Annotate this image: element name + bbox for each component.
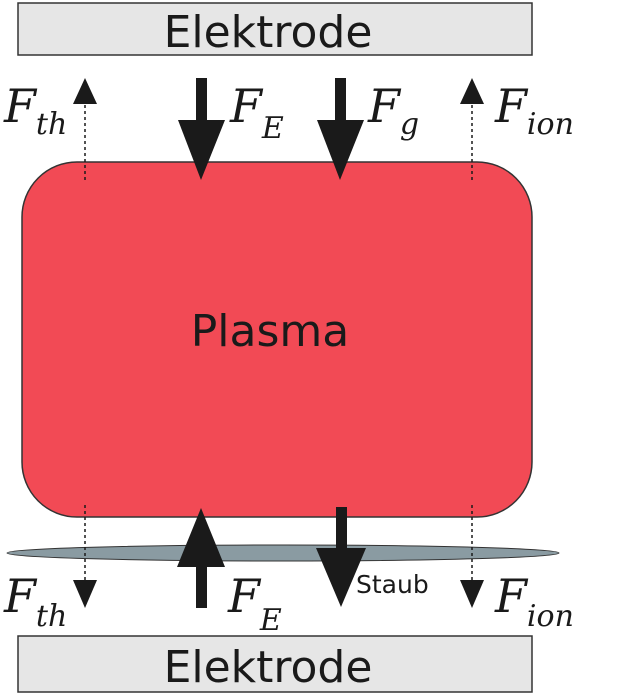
dust-label: Staub bbox=[356, 570, 429, 599]
bottom-electrode-label: Elektrode bbox=[164, 642, 373, 693]
top-electrode-label: Elektrode bbox=[164, 7, 373, 58]
plasma-label: Plasma bbox=[191, 306, 349, 357]
electric-force-bottom-label: FE bbox=[227, 569, 282, 638]
thermophoretic-force-top-arrow bbox=[73, 78, 97, 180]
ion-force-bottom-label: Fion bbox=[494, 569, 574, 634]
electric-force-bottom-arrow bbox=[177, 508, 225, 608]
gravity-force-arrow bbox=[317, 78, 364, 180]
electric-force-top-arrow bbox=[178, 78, 225, 180]
dust-layer bbox=[6, 544, 560, 562]
ion-force-top-label: Fion bbox=[494, 79, 574, 142]
electric-force-top-label: FE bbox=[229, 79, 284, 146]
gravity-force-label: Fg bbox=[367, 79, 419, 142]
thermophoretic-force-bottom-arrow bbox=[73, 505, 97, 608]
thermophoretic-force-top-label: Fth bbox=[3, 79, 67, 142]
bottom-electrode: Elektrode bbox=[17, 635, 533, 693]
plasma-region: Plasma bbox=[21, 161, 533, 518]
dust-gravity-arrow bbox=[316, 507, 366, 607]
top-electrode: Elektrode bbox=[17, 2, 533, 58]
ion-force-top-arrow bbox=[460, 78, 484, 180]
ion-force-bottom-arrow bbox=[460, 505, 484, 608]
thermophoretic-force-bottom-label: Fth bbox=[3, 569, 67, 634]
